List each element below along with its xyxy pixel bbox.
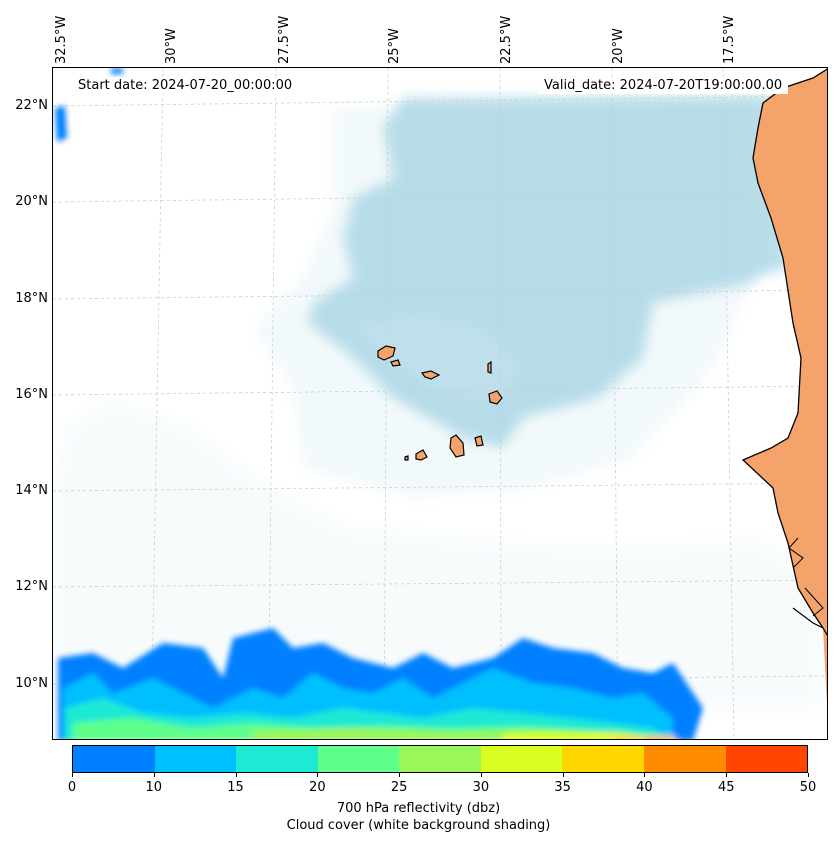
colorbar-tickmark bbox=[480, 773, 482, 777]
lat-label-18n: 18°N bbox=[15, 291, 48, 306]
colorbar-segment-1 bbox=[154, 746, 237, 772]
map-canvas bbox=[53, 68, 827, 739]
colorbar-tick-label: 15 bbox=[227, 780, 244, 795]
colorbar-tick-label: 35 bbox=[554, 780, 571, 795]
colorbar-sublabel: Cloud cover (white background shading) bbox=[286, 818, 551, 833]
colorbar bbox=[72, 745, 808, 773]
colorbar-tick-label: 40 bbox=[636, 780, 653, 795]
colorbar-segment-6 bbox=[562, 746, 644, 772]
lat-label-16n: 16°N bbox=[15, 387, 48, 402]
colorbar-tickmark bbox=[726, 773, 728, 777]
colorbar-tickmark bbox=[399, 773, 401, 777]
cloud-cover bbox=[308, 96, 788, 448]
lat-label-14n: 14°N bbox=[15, 483, 48, 498]
island-sao-vicente bbox=[390, 359, 401, 367]
colorbar-tickmark bbox=[72, 773, 73, 777]
island-boa-vista bbox=[488, 390, 503, 405]
start-date-label: Start date: 2024-07-20_00:00:00 bbox=[72, 77, 299, 94]
map-panel bbox=[52, 67, 828, 740]
lat-label-12n: 12°N bbox=[15, 579, 48, 594]
lat-label-22n: 22°N bbox=[15, 98, 48, 113]
island-fogo bbox=[415, 449, 428, 461]
colorbar-segment-0 bbox=[73, 746, 155, 772]
lon-label-17-5w: 17.5°W bbox=[722, 15, 737, 64]
colorbar-tickmark bbox=[808, 773, 809, 777]
colorbar-tick-label: 50 bbox=[799, 780, 817, 795]
colorbar-segment-8 bbox=[725, 746, 808, 772]
colorbar-tick-label: 45 bbox=[717, 780, 735, 795]
lon-label-30w: 30°W bbox=[164, 28, 179, 64]
island-maio bbox=[474, 435, 484, 447]
lat-label-20n: 20°N bbox=[15, 194, 48, 209]
reflectivity-band bbox=[55, 68, 703, 739]
colorbar-tick-label: 25 bbox=[390, 780, 408, 795]
island-santo-antao bbox=[377, 345, 396, 361]
west-african-coast bbox=[741, 68, 827, 704]
colorbar-tickmark bbox=[235, 773, 237, 777]
colorbar-tickmark bbox=[153, 773, 155, 777]
lon-label-27-5w: 27.5°W bbox=[277, 15, 292, 64]
island-santiago bbox=[449, 434, 465, 458]
lat-label-10n: 10°N bbox=[15, 676, 48, 691]
colorbar-tick-label: 30 bbox=[472, 780, 490, 795]
cabo-verde-islands bbox=[377, 345, 503, 461]
valid-date-label: Valid_date: 2024-07-20T19:00:00.00 bbox=[538, 77, 789, 94]
colorbar-tickmark bbox=[562, 773, 564, 777]
island-sao-nicolau bbox=[420, 370, 441, 380]
lon-label-20w: 20°W bbox=[611, 28, 626, 64]
colorbar-label: 700 hPa reflectivity (dbz) bbox=[336, 801, 501, 816]
lon-label-22-5w: 22.5°W bbox=[499, 15, 514, 64]
island-sal bbox=[487, 360, 492, 374]
colorbar-segment-5 bbox=[480, 746, 563, 772]
colorbar-segment-3 bbox=[317, 746, 400, 772]
graticule bbox=[53, 68, 827, 739]
colorbar-tick-label: 0 bbox=[67, 780, 77, 795]
colorbar-tick-label: 10 bbox=[145, 780, 163, 795]
lon-label-25w: 25°W bbox=[387, 28, 402, 64]
island-brava bbox=[404, 455, 409, 461]
colorbar-tickmark bbox=[317, 773, 319, 777]
colorbar-segment-7 bbox=[643, 746, 726, 772]
colorbar-tick-label: 20 bbox=[309, 780, 326, 795]
colorbar-segment-4 bbox=[399, 746, 481, 772]
lon-label-32-5w: 32.5°W bbox=[54, 15, 69, 64]
colorbar-segment-2 bbox=[236, 746, 318, 772]
colorbar-tickmark bbox=[644, 773, 646, 777]
